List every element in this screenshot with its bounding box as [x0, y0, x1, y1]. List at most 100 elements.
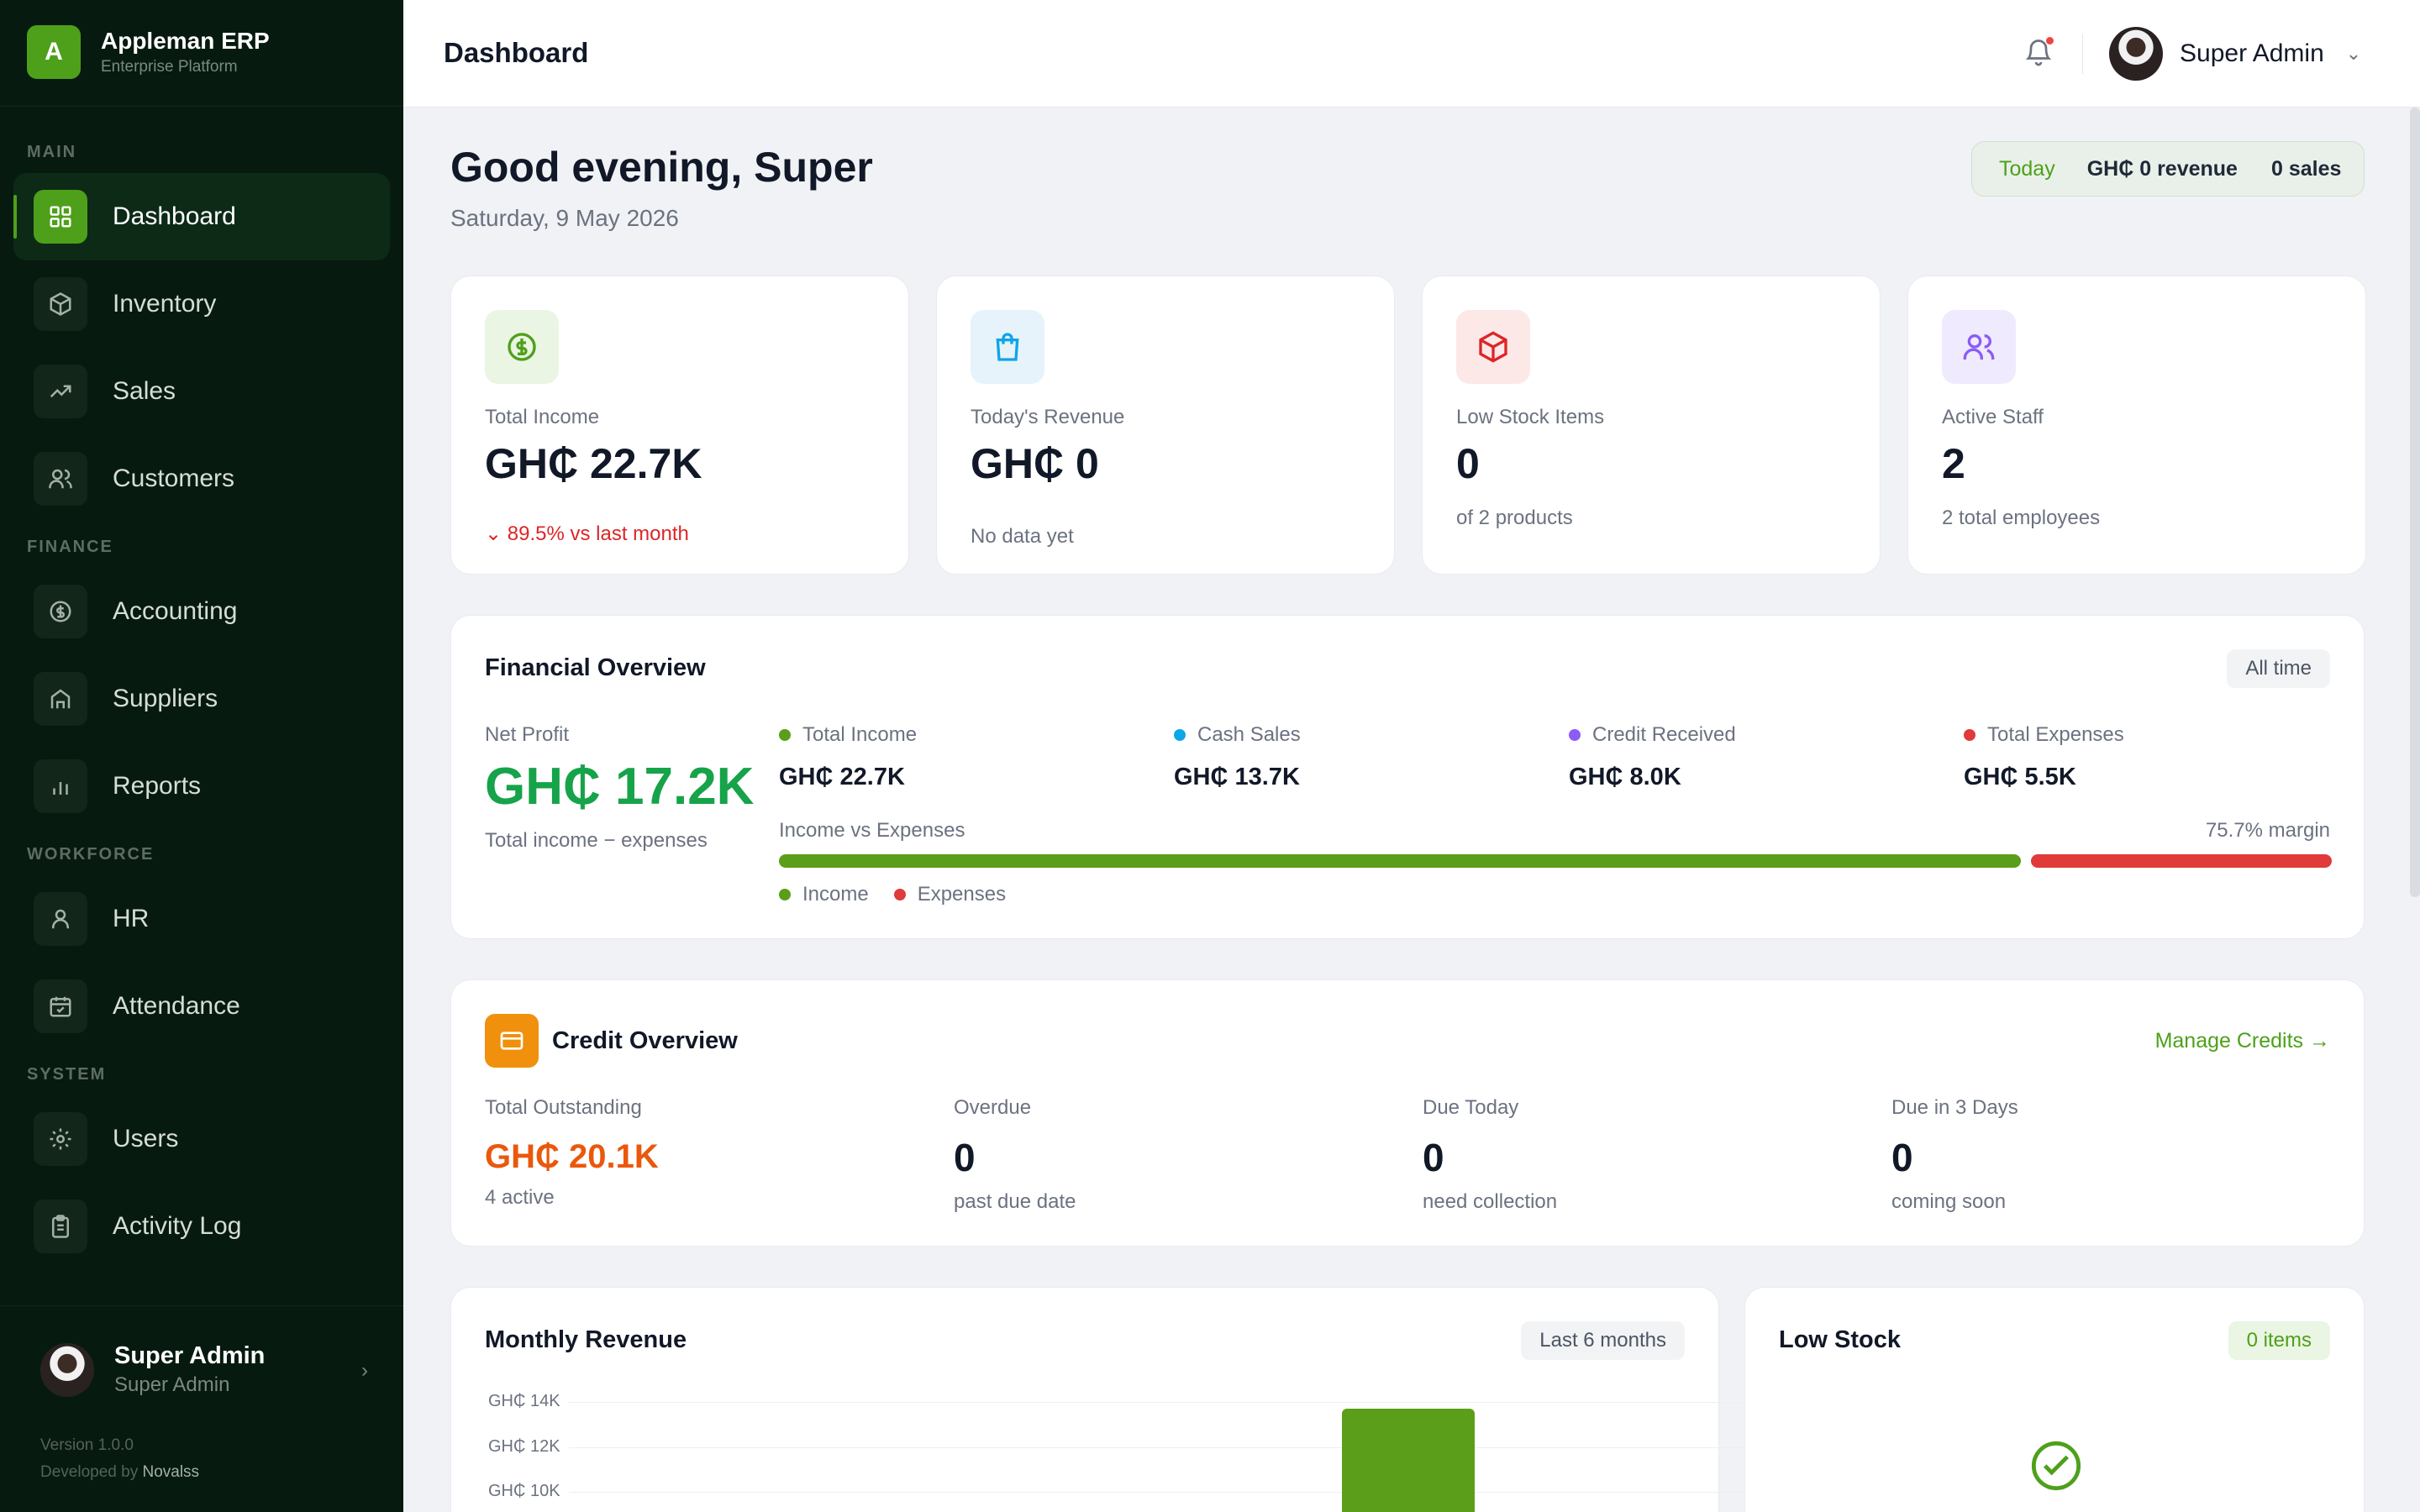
sidebar-item-accounting[interactable]: Accounting	[13, 568, 390, 655]
brand[interactable]: A Appleman ERP Enterprise Platform	[27, 25, 270, 79]
brand-logo: A	[27, 25, 81, 79]
stat-card-total-income[interactable]: Total Income GH₵ 22.7K ⌄ 89.5% vs last m…	[450, 276, 909, 575]
legend-dot	[1174, 729, 1186, 741]
sidebar-item-hr[interactable]: HR	[13, 875, 390, 963]
page-scrollbar[interactable]	[2410, 108, 2420, 897]
divider	[0, 106, 403, 107]
users-icon	[1942, 310, 2016, 384]
sidebar-item-attendance[interactable]: Attendance	[13, 963, 390, 1050]
shopping-bag-icon	[971, 310, 1044, 384]
metric-total-income: Total Income GH₵ 22.7K	[779, 723, 917, 791]
bar-chart-icon	[34, 759, 87, 813]
sidebar-item-label: Activity Log	[113, 1212, 242, 1240]
sidebar-item-inventory[interactable]: Inventory	[13, 260, 390, 348]
sidebar-item-dashboard[interactable]: Dashboard	[13, 173, 390, 260]
stat-label: Active Staff	[1942, 406, 2044, 428]
current-date: Saturday, 9 May 2026	[450, 205, 679, 231]
chevron-right-icon: ›	[361, 1359, 368, 1382]
y-tick: GH₵ 12K	[488, 1437, 560, 1456]
developer-name[interactable]: Novalss	[142, 1463, 200, 1481]
range-filter[interactable]: Last 6 months	[1521, 1321, 1685, 1360]
sidebar-item-reports[interactable]: Reports	[13, 743, 390, 830]
legend-expenses: Expenses	[917, 883, 1007, 906]
sidebar-item-label: Customers	[113, 465, 235, 492]
stat-label: Today's Revenue	[971, 406, 1125, 428]
chevron-down-icon: ⌄	[2345, 43, 2362, 64]
credit-label: Due Today	[1423, 1096, 1519, 1119]
sidebar-item-label: Reports	[113, 772, 202, 800]
notifications-button[interactable]	[2023, 37, 2057, 71]
stat-sub: of 2 products	[1456, 507, 1573, 529]
stat-card-low-stock[interactable]: Low Stock Items 0 of 2 products	[1422, 276, 1881, 575]
developer-credit: Developed by Novalss	[40, 1463, 199, 1482]
y-tick: GH₵ 10K	[488, 1482, 560, 1500]
sidebar-item-label: Accounting	[113, 597, 238, 625]
today-revenue: GH₵ 0 revenue	[2086, 156, 2238, 181]
user-menu[interactable]: Super Admin ⌄	[2109, 27, 2361, 81]
top-bar: Dashboard Super Admin ⌄	[403, 0, 2420, 108]
sidebar-item-customers[interactable]: Customers	[13, 435, 390, 522]
credit-value: 0	[1423, 1136, 1444, 1179]
dollar-circle-icon	[34, 585, 87, 638]
metric-credit-received: Credit Received GH₵ 8.0K	[1569, 723, 1736, 791]
avatar	[2109, 27, 2163, 81]
grid-line	[569, 1492, 2006, 1493]
credit-overdue: Overdue 0 past due date	[954, 1096, 1076, 1214]
sidebar-item-suppliers[interactable]: Suppliers	[13, 655, 390, 743]
section-system: SYSTEM	[27, 1065, 107, 1084]
metric-label: Total Income	[802, 723, 918, 746]
credit-due-today: Due Today 0 need collection	[1423, 1096, 1557, 1214]
sidebar-item-users[interactable]: Users	[13, 1095, 390, 1183]
metric-label: Cash Sales	[1197, 723, 1301, 746]
sidebar-item-label: HR	[113, 905, 150, 932]
credit-due-3-days: Due in 3 Days 0 coming soon	[1891, 1096, 2018, 1214]
sidebar-user-menu[interactable]: Super Admin Super Admin ›	[40, 1342, 368, 1397]
revenue-bar[interactable]	[1342, 1409, 1475, 1512]
sidebar-item-label: Inventory	[113, 290, 217, 318]
today-summary: Today GH₵ 0 revenue 0 sales	[1971, 141, 2365, 197]
sidebar: A Appleman ERP Enterprise Platform MAIN …	[0, 0, 403, 1512]
today-sales: 0 sales	[2270, 156, 2342, 181]
sidebar-item-activity-log[interactable]: Activity Log	[13, 1183, 390, 1270]
credit-value: 0	[1891, 1136, 1913, 1179]
stat-card-active-staff[interactable]: Active Staff 2 2 total employees	[1907, 276, 2366, 575]
notification-dot	[2046, 37, 2054, 45]
metric-label: Total Expenses	[1987, 723, 2124, 746]
user-name: Super Admin	[2180, 39, 2324, 67]
metric-total-expenses: Total Expenses GH₵ 5.5K	[1964, 723, 2124, 791]
legend-dot	[893, 889, 906, 900]
page-title: Dashboard	[444, 37, 589, 68]
metric-value: GH₵ 8.0K	[1569, 764, 1681, 790]
clipboard-icon	[34, 1200, 87, 1253]
brand-name: Appleman ERP	[101, 28, 270, 54]
today-label: Today	[1999, 156, 2055, 181]
sidebar-item-label: Sales	[113, 377, 176, 405]
avatar	[40, 1342, 94, 1397]
sidebar-item-sales[interactable]: Sales	[13, 348, 390, 435]
stat-value: GH₵ 22.7K	[485, 440, 702, 487]
credit-total-outstanding: Total Outstanding GH₵ 20.1K 4 active	[485, 1096, 659, 1210]
metric-value: GH₵ 5.5K	[1964, 764, 2076, 790]
stat-value: 2	[1942, 440, 1965, 487]
box-icon	[1456, 310, 1530, 384]
manage-credits-link[interactable]: Manage Credits →	[2154, 1029, 2330, 1053]
stat-card-todays-revenue[interactable]: Today's Revenue GH₵ 0 No data yet	[936, 276, 1395, 575]
income-vs-expenses-label: Income vs Expenses	[779, 819, 965, 842]
box-icon	[34, 277, 87, 331]
sidebar-user-role: Super Admin	[114, 1373, 230, 1396]
credit-label: Overdue	[954, 1096, 1032, 1119]
range-filter[interactable]: All time	[2227, 649, 2330, 688]
card-title: Low Stock	[1779, 1326, 1902, 1353]
home-icon	[34, 672, 87, 726]
bell-icon	[2025, 39, 2052, 66]
section-workforce: WORKFORCE	[27, 845, 155, 864]
legend-income: Income	[802, 883, 869, 906]
legend-dot	[779, 889, 791, 900]
financial-overview-card: Financial Overview All time Net Profit G…	[450, 615, 2365, 939]
stat-trend-text: 89.5% vs last month	[507, 522, 689, 545]
sidebar-item-label: Attendance	[113, 992, 240, 1020]
low-stock-card: Low Stock 0 items	[1744, 1287, 2365, 1512]
profit-margin: 75.7% margin	[2205, 819, 2330, 842]
metric-value: GH₵ 13.7K	[1174, 764, 1300, 790]
sidebar-item-label: Suppliers	[113, 685, 218, 712]
